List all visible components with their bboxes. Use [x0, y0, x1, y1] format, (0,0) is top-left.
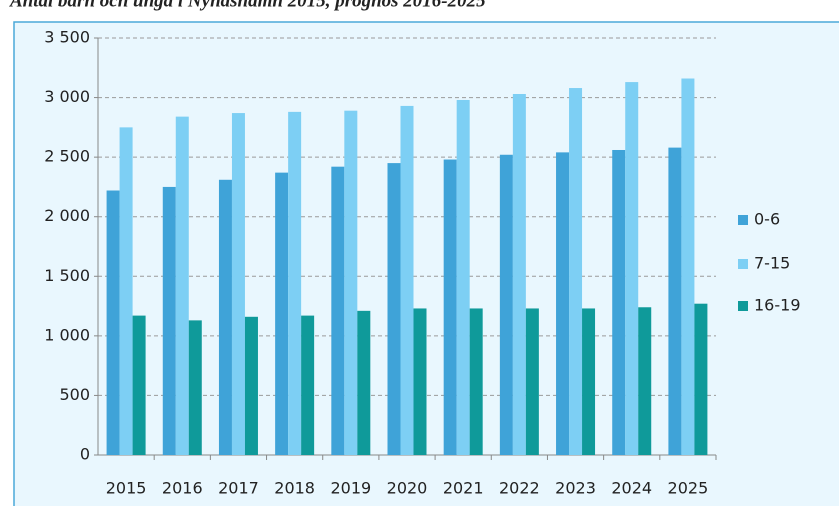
bar: [344, 110, 358, 456]
legend-label: 0-6: [754, 210, 780, 229]
bar: [512, 93, 526, 456]
y-tick-label: 2 000: [44, 206, 90, 225]
bar: [638, 307, 652, 455]
bar: [132, 315, 146, 455]
bar: [288, 111, 302, 456]
legend-label: 16-19: [754, 296, 801, 315]
x-tick-label: 2015: [106, 479, 147, 498]
bar: [244, 316, 258, 455]
bar: [301, 315, 315, 455]
y-tick-label: 3 500: [44, 28, 90, 47]
bar: [357, 310, 371, 455]
bar: [119, 127, 133, 455]
bar: [569, 88, 583, 455]
bar: [175, 116, 189, 456]
bar: [499, 154, 513, 455]
bar: [106, 190, 120, 455]
x-tick-label: 2016: [162, 479, 203, 498]
bar: [218, 179, 232, 455]
x-tick-label: 2019: [330, 479, 371, 498]
bar: [582, 308, 596, 455]
bar: [387, 163, 401, 455]
y-tick-label: 3 000: [44, 87, 90, 106]
legend-label: 7-15: [754, 254, 790, 273]
legend-swatch: [738, 259, 748, 269]
x-tick-label: 2025: [668, 479, 709, 498]
bar: [400, 105, 414, 455]
x-tick-label: 2017: [218, 479, 259, 498]
bar: [469, 308, 483, 455]
bar: [681, 78, 695, 455]
bar: [625, 82, 639, 455]
bar: [275, 172, 289, 456]
bar: [443, 159, 457, 456]
bar: [456, 99, 470, 455]
legend-swatch: [738, 301, 748, 311]
x-tick-label: 2018: [274, 479, 315, 498]
bar: [612, 149, 626, 455]
bar: [162, 186, 176, 455]
x-tick-label: 2022: [499, 479, 540, 498]
x-tick-label: 2024: [611, 479, 652, 498]
x-tick-label: 2021: [443, 479, 484, 498]
bar: [525, 308, 539, 455]
bar: [231, 113, 245, 455]
y-tick-label: 0: [80, 445, 90, 464]
bar: [694, 303, 708, 455]
y-tick-label: 1 000: [44, 325, 90, 344]
bar: [668, 147, 682, 455]
x-tick-label: 2020: [387, 479, 428, 498]
bar: [188, 320, 202, 455]
bar: [413, 308, 427, 455]
y-tick-label: 2 500: [44, 147, 90, 166]
bar: [556, 152, 570, 455]
y-tick-label: 1 500: [44, 266, 90, 285]
chart-title: Antal barn och unga i Nynäshamn 2015, pr…: [9, 0, 486, 11]
bar: [331, 166, 345, 455]
y-tick-label: 500: [59, 385, 90, 404]
legend-swatch: [738, 215, 748, 225]
x-tick-label: 2023: [555, 479, 596, 498]
